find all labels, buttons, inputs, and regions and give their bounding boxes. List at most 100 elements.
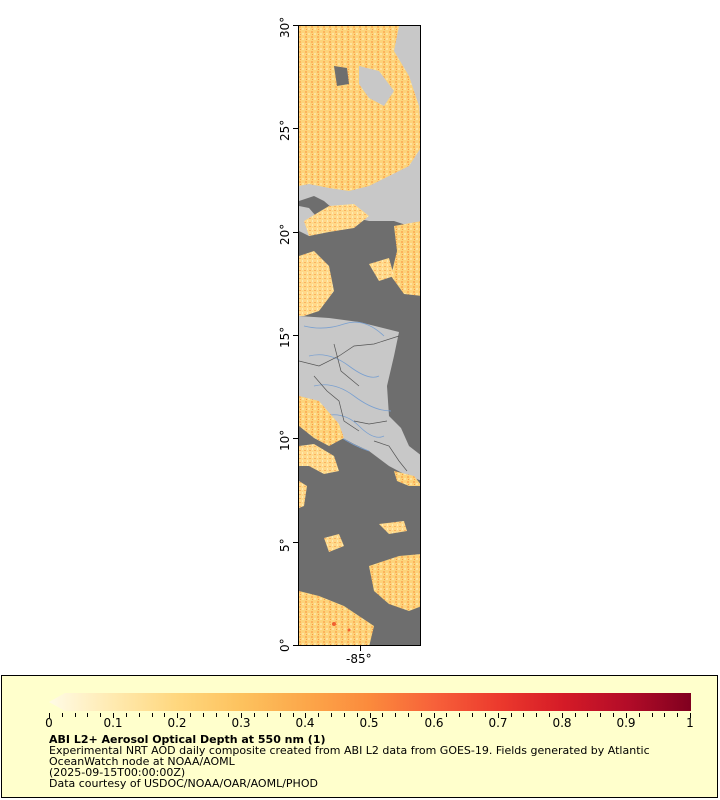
colorbar-label: 1 xyxy=(686,716,694,730)
aod-patch xyxy=(299,251,334,316)
colorbar-tick xyxy=(600,713,602,717)
aod-patch xyxy=(394,471,420,486)
colorbar-tick xyxy=(369,713,371,718)
colorbar-tick xyxy=(241,713,243,718)
colorbar-fill xyxy=(49,693,691,711)
colorbar-label: 0 xyxy=(45,716,53,730)
colorbar-label: 0.7 xyxy=(488,716,508,730)
colorbar xyxy=(49,693,691,711)
legend-title: ABI L2+ Aerosol Optical Depth at 550 nm … xyxy=(49,733,326,746)
colorbar-label: 0.1 xyxy=(103,716,123,730)
x-tick-label: -85° xyxy=(346,652,372,666)
colorbar-tick xyxy=(536,713,538,717)
colorbar-tick xyxy=(49,713,50,718)
y-tick-label: 20° xyxy=(278,223,292,245)
colorbar-tick xyxy=(523,713,525,717)
colorbar-tick xyxy=(177,713,179,718)
legend-credit: Data courtesy of USDOC/NOAA/OAR/AOML/PHO… xyxy=(49,777,318,790)
aod-patch xyxy=(391,221,420,296)
colorbar-label: 0.8 xyxy=(552,716,572,730)
colorbar-tick xyxy=(561,713,563,718)
colorbar-tick xyxy=(664,713,666,717)
colorbar-tick xyxy=(690,713,691,718)
colorbar-tick xyxy=(138,713,140,717)
colorbar-tick xyxy=(613,713,615,717)
x-tick-mark xyxy=(360,646,361,651)
legend-panel: 0 0.1 0.2 0.3 0.4 0.5 0.6 0.7 0.8 0.9 1 … xyxy=(1,675,718,798)
y-tick-mark xyxy=(293,542,298,543)
colorbar-tick xyxy=(356,713,358,717)
colorbar-tick xyxy=(587,713,589,717)
colorbar-label: 0.9 xyxy=(616,716,636,730)
aod-hotspot xyxy=(347,628,351,632)
aod-map xyxy=(298,25,421,646)
colorbar-tick xyxy=(638,713,640,717)
colorbar-tick xyxy=(61,713,63,717)
aod-patch xyxy=(299,481,307,508)
y-tick-label: 15° xyxy=(278,326,292,348)
y-tick-mark xyxy=(293,645,298,646)
aod-patch xyxy=(299,591,374,645)
colorbar-tick xyxy=(677,713,679,717)
colorbar-tick xyxy=(254,713,256,717)
colorbar-tick xyxy=(113,713,115,718)
y-tick-mark xyxy=(293,335,298,336)
colorbar-label: 0.3 xyxy=(231,716,251,730)
colorbar-tick xyxy=(484,713,486,717)
y-tick-mark xyxy=(293,232,298,233)
y-tick-label: 10° xyxy=(278,429,292,451)
colorbar-tick xyxy=(382,713,384,717)
legend-description-line1: Experimental NRT AOD daily composite cre… xyxy=(49,744,650,757)
colorbar-tick xyxy=(446,713,448,717)
colorbar-tick xyxy=(190,713,192,717)
y-tick-label: 5° xyxy=(278,538,292,552)
colorbar-label: 0.5 xyxy=(359,716,379,730)
legend-description-line2: OceanWatch node at NOAA/AOML xyxy=(49,755,235,768)
colorbar-tick xyxy=(497,713,499,718)
y-tick-label: 30° xyxy=(278,16,292,38)
colorbar-tick xyxy=(651,713,653,717)
aod-patch xyxy=(369,554,420,611)
y-tick-label: 0° xyxy=(278,638,292,652)
colorbar-tick xyxy=(100,713,102,717)
land-central-america xyxy=(299,316,420,481)
rivers xyxy=(303,321,392,452)
colorbar-tick xyxy=(164,713,166,717)
y-tick-mark xyxy=(293,128,298,129)
aod-patch xyxy=(369,258,394,281)
aod-patch xyxy=(299,396,344,446)
aod-gap xyxy=(334,66,349,86)
colorbar-tick xyxy=(433,713,435,718)
colorbar-tick xyxy=(395,713,397,717)
colorbar-tick xyxy=(331,713,333,717)
aod-hotspot xyxy=(332,622,336,626)
aod-patch xyxy=(379,521,407,534)
country-borders xyxy=(299,335,408,472)
colorbar-tick xyxy=(472,713,474,717)
colorbar-tick xyxy=(625,713,627,718)
y-tick-label: 25° xyxy=(278,119,292,141)
colorbar-tick xyxy=(407,713,409,717)
colorbar-tick xyxy=(215,713,217,717)
map-canvas xyxy=(299,26,420,645)
colorbar-tick xyxy=(292,713,294,717)
colorbar-tick xyxy=(318,713,320,717)
aod-patch xyxy=(304,204,369,236)
colorbar-tick xyxy=(305,713,307,718)
y-tick-mark xyxy=(293,438,298,439)
colorbar-tick xyxy=(125,713,127,717)
colorbar-tick xyxy=(151,713,153,717)
aod-gap xyxy=(359,66,394,106)
colorbar-tick xyxy=(74,713,76,717)
aod-patch xyxy=(324,534,344,552)
colorbar-tick xyxy=(202,713,204,717)
colorbar-tick xyxy=(574,713,576,717)
colorbar-tick xyxy=(420,713,422,717)
aod-patch xyxy=(299,444,339,474)
colorbar-tick xyxy=(87,713,89,717)
colorbar-tick xyxy=(228,713,230,717)
colorbar-label: 0.6 xyxy=(424,716,444,730)
colorbar-tick xyxy=(343,713,345,717)
colorbar-tick xyxy=(459,713,461,717)
colorbar-label: 0.2 xyxy=(167,716,187,730)
